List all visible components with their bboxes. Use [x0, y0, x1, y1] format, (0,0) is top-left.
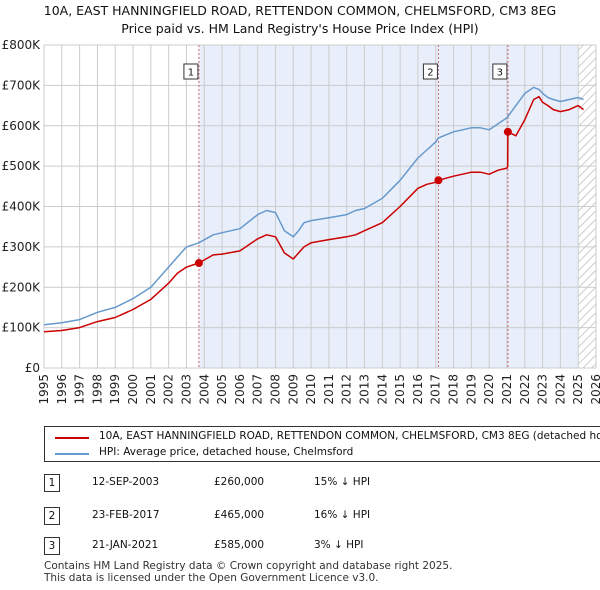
sale-price: £260,000 — [214, 476, 265, 488]
x-tick-label: 2003 — [179, 374, 193, 405]
sale-hpi-diff: 3% ↓ HPI — [314, 539, 364, 551]
sale-point-1 — [194, 259, 203, 268]
y-tick-label: £100K — [2, 321, 42, 335]
x-tick-label: 1995 — [37, 374, 51, 405]
y-tick-label: £400K — [2, 200, 42, 214]
sale-date: 21-JAN-2021 — [92, 539, 159, 551]
x-tick-label: 2002 — [162, 374, 176, 405]
sale-marker-box-2 — [422, 63, 438, 80]
x-tick-label: 2010 — [304, 374, 318, 405]
x-tick-label: 2005 — [215, 374, 229, 405]
x-tick-label: 2009 — [286, 374, 300, 405]
x-tick-label: 2023 — [536, 374, 550, 405]
sale-price: £465,000 — [214, 509, 265, 521]
y-tick-label: £800K — [2, 38, 42, 52]
sale-point-2 — [434, 176, 443, 185]
x-tick-label: 2016 — [411, 374, 425, 405]
y-tick-label: £200K — [2, 280, 42, 294]
x-tick-label: 2022 — [518, 374, 532, 405]
x-tick-label: 2008 — [268, 374, 282, 405]
sale-marker-label-1: 1 — [188, 68, 194, 79]
x-tick-label: 2006 — [233, 374, 247, 405]
legend-label-hpi: HPI: Average price, detached house, Chel… — [99, 446, 354, 458]
x-tick-label: 2018 — [447, 374, 461, 405]
x-tick-label: 1996 — [55, 374, 69, 405]
legend-label-property: 10A, EAST HANNINGFIELD ROAD, RETTENDON C… — [99, 430, 600, 442]
x-tick-label: 2021 — [500, 374, 514, 405]
sale-marker-label-2: 2 — [427, 68, 433, 79]
y-tick-label: £600K — [2, 119, 42, 133]
sale-date: 23-FEB-2017 — [92, 509, 160, 521]
sale-point-3 — [503, 127, 512, 136]
x-tick-label: 2007 — [251, 374, 265, 405]
sale-marker-label-3: 3 — [497, 68, 503, 79]
y-tick-label: £500K — [2, 159, 42, 173]
sale-marker-box-1 — [183, 63, 199, 80]
sale-number: 3 — [44, 537, 60, 555]
x-tick-label: 1997 — [73, 374, 87, 405]
x-tick-label: 2001 — [144, 374, 158, 405]
x-tick-label: 2012 — [340, 374, 354, 405]
hpi-line — [43, 86, 584, 326]
sale-number: 2 — [44, 507, 60, 525]
legend-swatch-property — [55, 437, 89, 439]
x-tick-label: 2017 — [429, 374, 443, 405]
x-tick-label: 2011 — [322, 374, 336, 405]
y-tick-label: £700K — [2, 78, 42, 92]
x-tick-label: 2025 — [571, 374, 585, 405]
sale-date: 12-SEP-2003 — [92, 476, 160, 488]
sale-price: £585,000 — [214, 539, 265, 551]
x-tick-label: 2000 — [126, 374, 140, 405]
x-tick-label: 2026 — [589, 374, 600, 405]
x-tick-label: 2015 — [393, 374, 407, 405]
chart-title: 10A, EAST HANNINGFIELD ROAD, RETTENDON C… — [43, 3, 557, 18]
footer-license: This data is licensed under the Open Gov… — [44, 572, 379, 584]
x-tick-label: 2014 — [375, 374, 389, 405]
x-tick-label: 2013 — [358, 374, 372, 405]
x-tick-label: 2024 — [553, 374, 567, 405]
sale-number: 1 — [44, 474, 60, 492]
x-tick-label: 1999 — [108, 374, 122, 405]
sale-hpi-diff: 15% ↓ HPI — [314, 476, 371, 488]
x-tick-label: 2020 — [482, 374, 496, 405]
y-tick-label: £0 — [25, 361, 40, 375]
legend-swatch-hpi — [55, 453, 89, 455]
legend: 10A, EAST HANNINGFIELD ROAD, RETTENDON C… — [44, 426, 600, 462]
y-tick-label: £300K — [2, 240, 42, 254]
x-tick-label: 2019 — [464, 374, 478, 405]
sale-marker-box-3 — [492, 63, 508, 80]
x-tick-label: 2004 — [197, 374, 211, 405]
footer-copyright: Contains HM Land Registry data © Crown c… — [44, 560, 453, 572]
x-tick-label: 1998 — [90, 374, 104, 405]
chart-subtitle: Price paid vs. HM Land Registry's House … — [121, 21, 479, 36]
property-price-line — [43, 95, 584, 333]
sale-hpi-diff: 16% ↓ HPI — [314, 509, 371, 521]
